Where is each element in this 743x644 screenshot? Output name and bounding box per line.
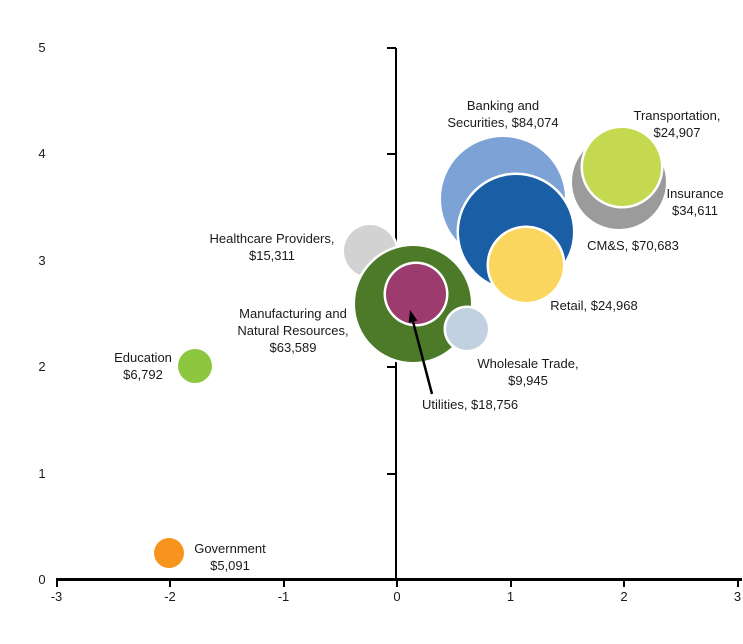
x-axis-line [55,578,742,581]
x-tick [736,579,739,587]
label-line: Transportation, [633,108,721,123]
x-tick [55,579,58,587]
x-tick-label: 2 [620,589,628,604]
x-tick [282,579,285,587]
label-line: Wholesale Trade, [477,356,579,371]
label-wholesale-trade: Wholesale Trade, $9,945 [433,355,623,389]
y-tick [387,366,396,369]
label-cm-s: CM&S, $70,683 [538,237,728,254]
label-line: Natural Resources, [237,322,349,338]
x-tick-label: 0 [393,589,401,604]
label-line: $6,792 [123,367,163,382]
x-tick-label: -2 [164,589,176,604]
label-manufacturing-and-natural-resources: Manufacturing and Natural Resources, $63,5… [198,305,388,356]
label-line: Education [114,350,172,365]
label-line: $24,907 [653,125,701,140]
y-tick-label: 0 [38,572,46,587]
label-line: $15,311 [248,248,296,263]
bubble-transportation [582,128,661,207]
label-line: Manufacturing and [239,305,347,321]
label-line: Healthcare Providers, [209,231,335,246]
label-utilities: Utilities, $18,756 [375,396,565,413]
y-tick-label: 2 [38,359,46,375]
label-government: Government $5,091 [135,540,325,574]
x-tick [509,579,512,587]
bubble-retail [489,228,564,303]
label-line: Insurance [666,186,724,201]
label-line: Securities, $84,074 [447,115,559,130]
label-line: CM&S, $70,683 [587,237,679,253]
y-tick [387,47,396,49]
label-transportation: Transportation, $24,907 [582,107,743,141]
label-line: $34,611 [671,203,719,218]
label-banking-and-securities: Banking and Securities, $84,074 [408,97,598,131]
y-tick-label: 5 [38,40,46,55]
label-line: $9,945 [508,373,548,388]
bubble-government [153,538,184,569]
bubble-wholesale-trade [446,307,489,350]
label-line: Banking and [466,98,540,113]
y-tick-label: 1 [38,465,46,481]
x-tick-label: -3 [50,589,63,604]
y-tick-label: 4 [38,146,46,162]
x-tick-label: 1 [506,589,515,604]
x-tick [623,579,625,587]
x-tick [396,579,398,587]
label-education: Education $6,792 [48,349,238,383]
bubble-utilities [386,263,447,324]
label-line: $63,589 [269,339,317,355]
x-tick-label: -1 [277,589,290,604]
label-line: Utilities, $18,756 [421,396,519,412]
y-tick-label: 3 [38,252,46,268]
y-tick [387,153,396,156]
label-insurance: Insurance $34,611 [600,185,743,219]
label-line: $5,091 [210,558,250,573]
label-healthcare-providers: Healthcare Providers, $15,311 [177,230,367,264]
label-retail: Retail, $24,968 [499,297,689,314]
bubble-education [177,349,212,384]
label-line: Government [194,541,266,556]
y-tick [387,472,396,475]
label-line: Retail, $24,968 [550,297,638,313]
x-tick [169,579,171,587]
x-tick-label: 3 [733,589,742,604]
